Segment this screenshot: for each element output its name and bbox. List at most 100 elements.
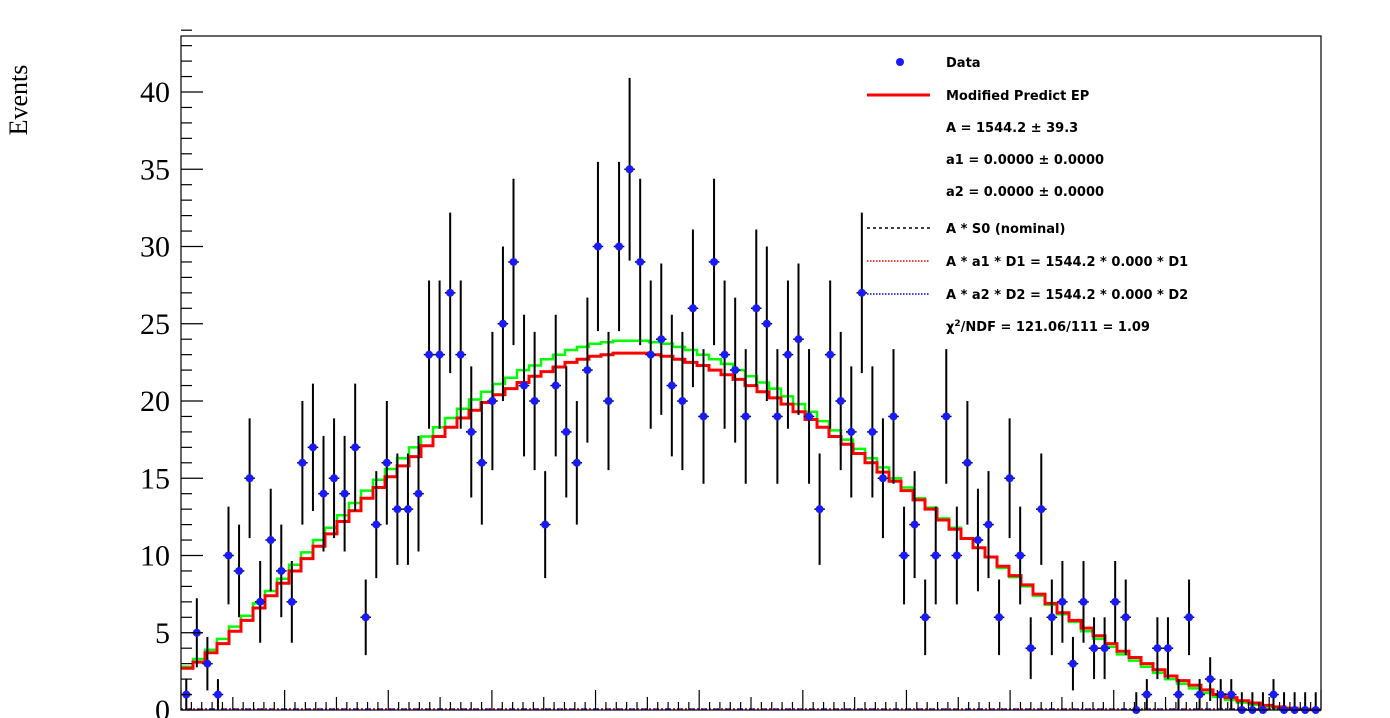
data-point	[1100, 644, 1109, 653]
data-point	[224, 551, 233, 560]
legend-data-marker	[896, 58, 904, 66]
y-tick-label: 40	[140, 76, 170, 109]
chi2-value: /NDF = 121.06/111 = 1.09	[961, 320, 1150, 335]
data-point	[498, 319, 507, 328]
data-point	[520, 381, 529, 390]
data-point	[836, 397, 845, 405]
legend-d1-label: A * a1 * D1 = 1544.2 * 0.000 * D1	[946, 255, 1188, 270]
data-point	[636, 257, 645, 266]
data-point	[1216, 690, 1225, 699]
data-point	[1079, 597, 1088, 606]
y-axis-label: Events	[4, 65, 33, 136]
data-point	[488, 397, 497, 405]
data-point	[203, 659, 212, 668]
data-point	[815, 505, 824, 514]
data-point	[1037, 505, 1046, 514]
data-point	[330, 474, 339, 483]
data-point	[826, 350, 835, 359]
data-point	[1058, 597, 1067, 606]
data-point	[762, 319, 771, 328]
data-points	[181, 77, 1321, 714]
data-point	[583, 366, 592, 375]
data-point	[382, 458, 391, 467]
data-point	[1047, 613, 1056, 622]
data-point	[1269, 690, 1278, 699]
data-point	[657, 335, 666, 344]
data-point	[625, 165, 634, 174]
legend-chi2: χ2/NDF = 121.06/111 = 1.09	[946, 319, 1150, 335]
data-point	[425, 350, 434, 359]
data-point	[889, 412, 898, 421]
data-point	[245, 474, 254, 483]
data-point	[1016, 551, 1025, 560]
data-point	[509, 257, 518, 266]
data-point	[298, 458, 307, 467]
data-point	[562, 427, 571, 436]
data-point	[878, 474, 887, 483]
data-point	[435, 350, 444, 359]
data-point	[477, 458, 486, 467]
y-tick-label: 35	[140, 153, 170, 186]
y-axis: 0 5 10 15 20 25 30 35 40	[140, 29, 203, 718]
data-point	[456, 350, 465, 359]
legend-d2-label: A * a2 * D2 = 1544.2 * 0.000 * D2	[946, 288, 1188, 303]
data-point	[752, 304, 761, 313]
data-point	[235, 566, 244, 575]
data-point	[1185, 613, 1194, 622]
data-point	[446, 288, 455, 297]
x-axis	[180, 690, 1322, 710]
data-point	[213, 690, 222, 699]
chi2-superscript: 2	[954, 319, 960, 329]
data-point	[900, 551, 909, 560]
data-point	[551, 381, 560, 390]
data-point	[678, 397, 687, 405]
legend-nominal-label: A * S0 (nominal)	[946, 222, 1065, 237]
data-point	[1153, 644, 1162, 653]
data-point	[351, 443, 360, 452]
legend-modified-label: Modified Predict EP	[946, 89, 1089, 104]
data-point	[921, 613, 930, 622]
y-tick-label: 20	[140, 385, 170, 418]
data-point	[1111, 597, 1120, 606]
data-point	[277, 566, 286, 575]
data-point	[308, 443, 317, 452]
data-point	[952, 551, 961, 560]
data-point	[1090, 644, 1099, 653]
data-point	[467, 427, 476, 436]
data-point	[541, 520, 550, 529]
data-point	[731, 366, 740, 375]
legend: Data Modified Predict EP A = 1544.2 ± 39…	[867, 56, 1188, 335]
data-point	[572, 458, 581, 467]
data-point	[973, 536, 982, 545]
data-point	[710, 257, 719, 266]
data-point	[361, 613, 370, 622]
data-point	[1026, 644, 1035, 653]
data-point	[963, 458, 972, 467]
data-point	[868, 427, 877, 436]
modified-predict-curve	[181, 351, 1321, 712]
data-point	[287, 597, 296, 606]
data-point	[857, 288, 866, 297]
data-point	[319, 489, 328, 498]
y-tick-label: 15	[140, 462, 170, 495]
data-point	[403, 505, 412, 514]
data-point	[1206, 675, 1215, 684]
data-point	[1142, 690, 1151, 699]
data-point	[699, 412, 708, 421]
y-tick-label: 25	[140, 308, 170, 341]
data-point	[1005, 474, 1014, 483]
data-point	[995, 613, 1004, 622]
data-point	[1174, 690, 1183, 699]
data-point	[1163, 644, 1172, 653]
data-point	[667, 381, 676, 390]
data-point	[256, 597, 265, 606]
data-point	[984, 520, 993, 529]
data-point	[615, 242, 624, 251]
data-point	[1068, 659, 1077, 668]
y-tick-label: 30	[140, 231, 170, 264]
legend-param-a1: a1 = 0.0000 ± 0.0000	[946, 153, 1104, 168]
data-point	[942, 412, 951, 421]
data-point	[847, 427, 856, 436]
data-point	[773, 412, 782, 421]
